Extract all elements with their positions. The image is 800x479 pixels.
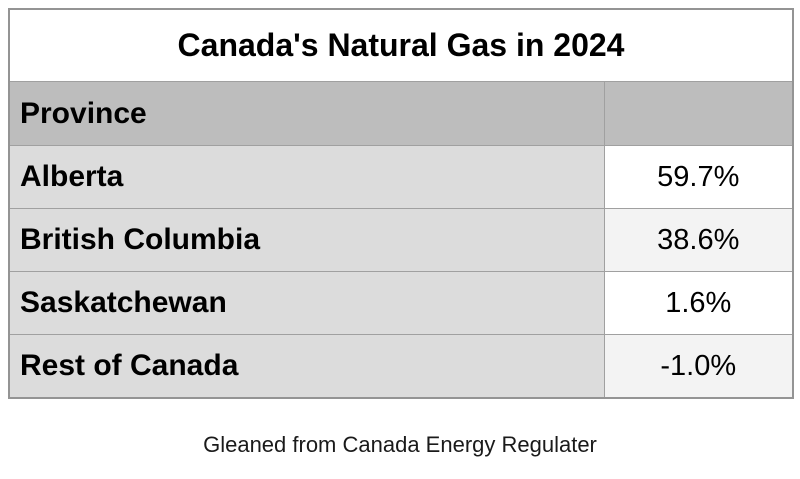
province-cell: Alberta [8, 145, 605, 209]
value-cell: 1.6% [603, 271, 794, 335]
table-row: Saskatchewan 1.6% [8, 271, 794, 335]
column-header-province: Province [8, 81, 605, 146]
column-header-value [603, 81, 794, 146]
province-cell: Rest of Canada [8, 334, 605, 399]
source-caption: Gleaned from Canada Energy Regulater [203, 432, 597, 457]
value-cell: 59.7% [603, 145, 794, 209]
natural-gas-table: Canada's Natural Gas in 2024 Province Al… [8, 8, 795, 399]
table-row: Alberta 59.7% [8, 145, 794, 209]
table-title: Canada's Natural Gas in 2024 [8, 8, 794, 82]
value-cell: -1.0% [603, 334, 794, 399]
header-row: Province [8, 81, 794, 146]
table-row: British Columbia 38.6% [8, 208, 794, 272]
table-row: Rest of Canada -1.0% [8, 334, 794, 399]
title-row: Canada's Natural Gas in 2024 [8, 8, 794, 82]
province-cell: British Columbia [8, 208, 605, 272]
province-cell: Saskatchewan [8, 271, 605, 335]
value-cell: 38.6% [603, 208, 794, 272]
